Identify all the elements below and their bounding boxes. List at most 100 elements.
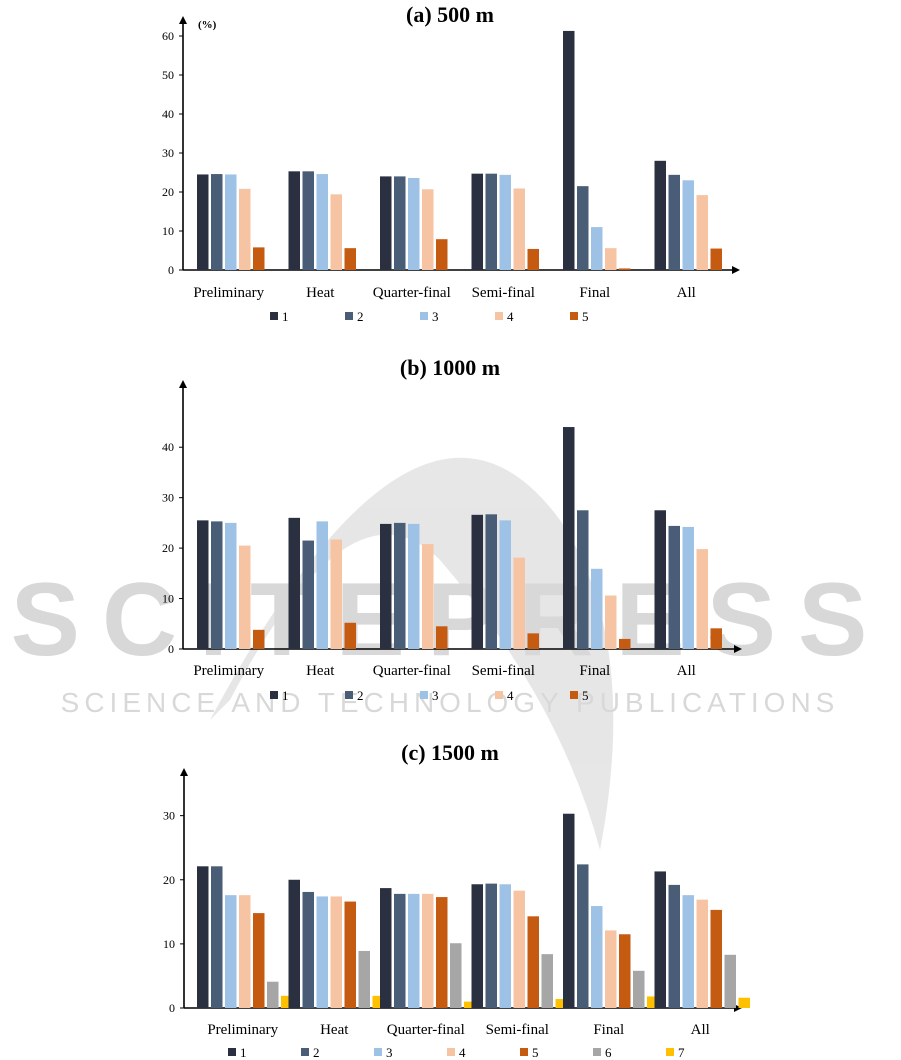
y-tick-label: 20 xyxy=(162,541,174,555)
x-tick-label: Heat xyxy=(306,285,335,301)
chart-title: (b) 1000 m xyxy=(400,355,500,380)
bar xyxy=(541,954,553,1008)
bar xyxy=(591,906,603,1008)
bar xyxy=(654,871,666,1008)
y-unit-label: (%) xyxy=(198,19,217,31)
x-tick-label: All xyxy=(691,1022,710,1038)
bar xyxy=(422,893,434,1008)
bar xyxy=(330,896,342,1008)
bar xyxy=(577,186,589,270)
y-tick-label: 10 xyxy=(162,224,174,238)
bar xyxy=(619,268,631,270)
watermark-tagline: SCIENCE AND TECHNOLOGY PUBLICATIONS xyxy=(61,687,840,718)
bar xyxy=(302,891,314,1008)
bar xyxy=(499,884,511,1008)
legend-label: 1 xyxy=(282,309,289,324)
legend-label: 2 xyxy=(357,688,364,703)
bar xyxy=(372,995,384,1008)
watermark-swoosh xyxy=(210,457,614,850)
y-axis-arrow xyxy=(180,768,188,776)
bar xyxy=(499,520,511,649)
bar xyxy=(316,174,328,270)
bar xyxy=(654,510,666,649)
x-tick-label: Heat xyxy=(320,1022,349,1038)
bar xyxy=(408,893,420,1008)
chart-1000m: (b) 1000 m 0 10 20 30 40 Preliminary Heat Quarte… xyxy=(162,355,742,703)
bar xyxy=(527,633,539,649)
bar xyxy=(450,943,462,1008)
bar xyxy=(724,954,736,1008)
legend-label: 4 xyxy=(459,1045,466,1060)
x-tick-label: Quarter-final xyxy=(387,1022,465,1038)
bar xyxy=(682,180,694,270)
bar xyxy=(253,913,265,1008)
bar xyxy=(344,622,356,649)
bar xyxy=(225,895,237,1008)
legend-label: 3 xyxy=(432,309,439,324)
x-tick-label: Semi-final xyxy=(472,663,535,679)
bar xyxy=(288,517,300,649)
x-tick-label: Final xyxy=(579,663,610,679)
bar xyxy=(211,521,223,649)
legend-label: 2 xyxy=(313,1045,320,1060)
y-tick-label: 30 xyxy=(162,491,174,505)
legend-swatch xyxy=(666,1048,674,1056)
legend-swatch xyxy=(270,691,278,699)
bar xyxy=(408,523,420,649)
bar xyxy=(225,522,237,649)
bar xyxy=(668,525,680,649)
bar xyxy=(682,526,694,649)
bar xyxy=(302,171,314,270)
legend-label: 3 xyxy=(386,1045,393,1060)
bar xyxy=(619,638,631,649)
y-tick-label: 50 xyxy=(162,68,174,82)
y-tick-label: 10 xyxy=(162,592,174,606)
bar xyxy=(211,866,223,1008)
x-tick-label: Final xyxy=(579,285,610,301)
legend-label: 5 xyxy=(582,309,589,324)
bar xyxy=(654,160,666,270)
bar xyxy=(499,174,511,270)
bar xyxy=(513,188,525,270)
bar xyxy=(316,896,328,1008)
y-tick-label: 60 xyxy=(162,29,174,43)
y-tick-label: 30 xyxy=(162,146,174,160)
legend-label: 1 xyxy=(240,1045,247,1060)
bar xyxy=(436,239,448,270)
legend-swatch xyxy=(301,1048,309,1056)
bar xyxy=(591,227,603,270)
bar xyxy=(380,888,392,1008)
bar xyxy=(239,895,251,1008)
bar xyxy=(253,629,265,649)
bar xyxy=(471,173,483,270)
bar xyxy=(647,996,659,1008)
bar xyxy=(302,540,314,649)
legend-swatch xyxy=(593,1048,601,1056)
y-tick-label: 20 xyxy=(163,873,175,887)
chart-title: (a) 500 m xyxy=(406,2,494,27)
legend-label: 2 xyxy=(357,309,364,324)
bar xyxy=(513,557,525,649)
bar xyxy=(394,893,406,1008)
bar xyxy=(696,549,708,649)
bar xyxy=(605,930,617,1008)
bar xyxy=(527,916,539,1008)
bar xyxy=(288,879,300,1008)
x-tick-label: Heat xyxy=(306,663,335,679)
legend-label: 6 xyxy=(605,1045,612,1060)
bar xyxy=(563,427,575,649)
bar xyxy=(380,523,392,649)
bar xyxy=(394,522,406,649)
bar xyxy=(738,997,750,1008)
bar xyxy=(211,174,223,270)
x-tick-label: Final xyxy=(593,1022,624,1038)
watermark: SCITEPRESS SCIENCE AND TECHNOLOGY PUBLIC… xyxy=(11,457,867,850)
bar xyxy=(563,30,575,271)
bar xyxy=(471,514,483,649)
legend-swatch xyxy=(495,312,503,320)
bar xyxy=(696,195,708,270)
bar xyxy=(471,884,483,1008)
legend-swatch xyxy=(447,1048,455,1056)
legend-swatch xyxy=(345,691,353,699)
